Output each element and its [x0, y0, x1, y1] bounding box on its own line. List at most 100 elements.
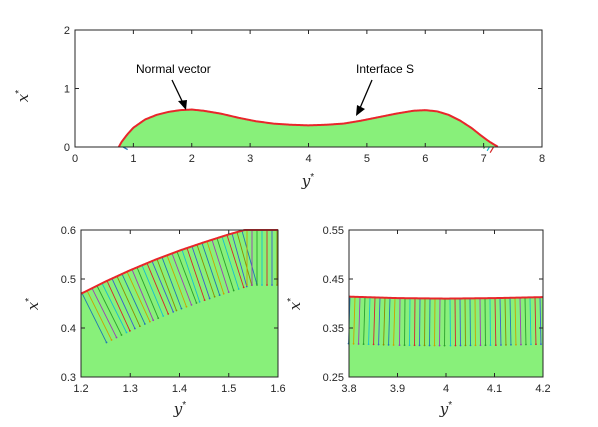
- normal-vector: [151, 260, 174, 313]
- normal-vector: [181, 249, 201, 302]
- normal-vector: [211, 239, 230, 293]
- vector-tip: [276, 284, 278, 286]
- normal-vector: [231, 233, 248, 287]
- y-tick-label: 0.5: [61, 274, 76, 286]
- panel-zoom-right: 3.8 3.9 4 4.1 4.2 0.25 0.35 0.45 0.55 x* y*: [286, 225, 551, 418]
- arrow-head-icon: [356, 105, 365, 116]
- vector-tip: [237, 288, 240, 290]
- vector-tip: [438, 344, 441, 347]
- vector-tip: [474, 344, 477, 347]
- normal-vector: [136, 267, 159, 319]
- x-tick-label: 4.1: [487, 383, 502, 395]
- vector-tip: [428, 344, 431, 347]
- vector-tip: [357, 343, 360, 345]
- vector-tip: [162, 315, 165, 317]
- x-tick-label: 3.9: [390, 383, 405, 395]
- normal-vector: [131, 269, 154, 321]
- normal-vector: [121, 273, 146, 325]
- y-tick-label: 0.45: [323, 274, 344, 286]
- vector-tip: [382, 343, 385, 346]
- vector-tip: [392, 344, 395, 346]
- vector-tip: [464, 344, 467, 347]
- vector-tip: [185, 305, 188, 308]
- x-tick-label: 2: [189, 153, 195, 165]
- y-axis-label: x*: [24, 298, 42, 310]
- vector-tip: [362, 343, 365, 345]
- x-tick-label: 0: [72, 153, 78, 165]
- vector-tip: [423, 344, 426, 347]
- vector-tip: [232, 289, 235, 292]
- normal-vector: [373, 297, 376, 345]
- x-tick-label: 1.5: [221, 383, 236, 395]
- vector-tip: [377, 343, 380, 346]
- vector-tip: [242, 286, 245, 289]
- normal-vector: [86, 290, 112, 341]
- normal-vector: [226, 234, 245, 288]
- normal-vector: [111, 278, 136, 329]
- vector-tip: [469, 344, 472, 347]
- normal-vector: [166, 255, 187, 307]
- normal-vector: [236, 231, 253, 286]
- vector-tip: [271, 284, 273, 286]
- vector-tip: [175, 309, 178, 312]
- vector-tip: [500, 344, 502, 346]
- y-tick-label: 0.25: [323, 372, 344, 384]
- x-axis-label: y*: [301, 172, 314, 190]
- annotation-text: Normal vector: [136, 62, 211, 76]
- normal-vector: [504, 297, 507, 345]
- vector-tip: [105, 341, 108, 344]
- normal-vector: [141, 265, 164, 317]
- y-tick-label: 0.3: [61, 372, 76, 384]
- vector-tip: [510, 343, 512, 346]
- vector-tip: [157, 317, 160, 320]
- vector-tip: [256, 284, 258, 286]
- vector-tip: [148, 320, 151, 323]
- vector-tip: [213, 295, 216, 298]
- vector-tip: [443, 344, 446, 347]
- x-tick-label: 1.4: [172, 383, 187, 395]
- normal-vector: [383, 297, 386, 345]
- normal-vector: [353, 296, 356, 344]
- normal-vector: [101, 283, 127, 333]
- y-axis-label: x*: [14, 90, 32, 102]
- vector-tip: [133, 327, 136, 330]
- vector-tip: [195, 302, 198, 304]
- x-tick-label: 4.2: [535, 383, 550, 395]
- normal-vector: [241, 230, 258, 284]
- vector-tip: [489, 344, 492, 347]
- normal-vector: [221, 236, 240, 290]
- vector-tip: [190, 303, 193, 306]
- vector-tip: [413, 344, 416, 347]
- y-tick-label: 0: [64, 142, 70, 154]
- vector-tip: [227, 291, 230, 294]
- vector-tip: [505, 343, 507, 346]
- vector-tip: [418, 344, 421, 347]
- x-axis-label: y*: [439, 400, 452, 418]
- x-tick-label: 7: [481, 153, 487, 165]
- normal-vector: [146, 263, 169, 315]
- vector-tip: [180, 307, 183, 310]
- y-tick-label: 0.6: [61, 225, 76, 237]
- x-tick-label: 4: [443, 383, 449, 395]
- ticks: 1.2 1.3 1.4 1.5 1.6 0.3 0.4 0.5 0.6: [61, 225, 286, 395]
- vector-tip: [408, 344, 411, 347]
- interface-line: [348, 295, 544, 300]
- ticks: 3.8 3.9 4 4.1 4.2 0.25 0.35 0.45 0.55: [323, 225, 551, 395]
- normal-vector: [191, 246, 211, 299]
- normal-vector: [388, 297, 391, 345]
- vector-tip: [449, 344, 452, 347]
- normal-vector: [201, 242, 221, 296]
- panel-zoom-left: 1.2 1.3 1.4 1.5 1.6 0.3 0.4 0.5 0.6 x* y*: [24, 225, 286, 418]
- y-tick-label: 0.55: [323, 225, 344, 237]
- normal-vector: [494, 298, 497, 346]
- normal-vector: [358, 296, 361, 344]
- vector-tip: [535, 343, 537, 346]
- vector-tip: [167, 313, 170, 315]
- normal-vector: [171, 253, 192, 306]
- normal-vector: [509, 297, 512, 345]
- y-tick-label: 2: [64, 25, 70, 37]
- normal-vector: [368, 297, 371, 345]
- normal-vector: [186, 247, 206, 301]
- vector-tip: [266, 284, 268, 286]
